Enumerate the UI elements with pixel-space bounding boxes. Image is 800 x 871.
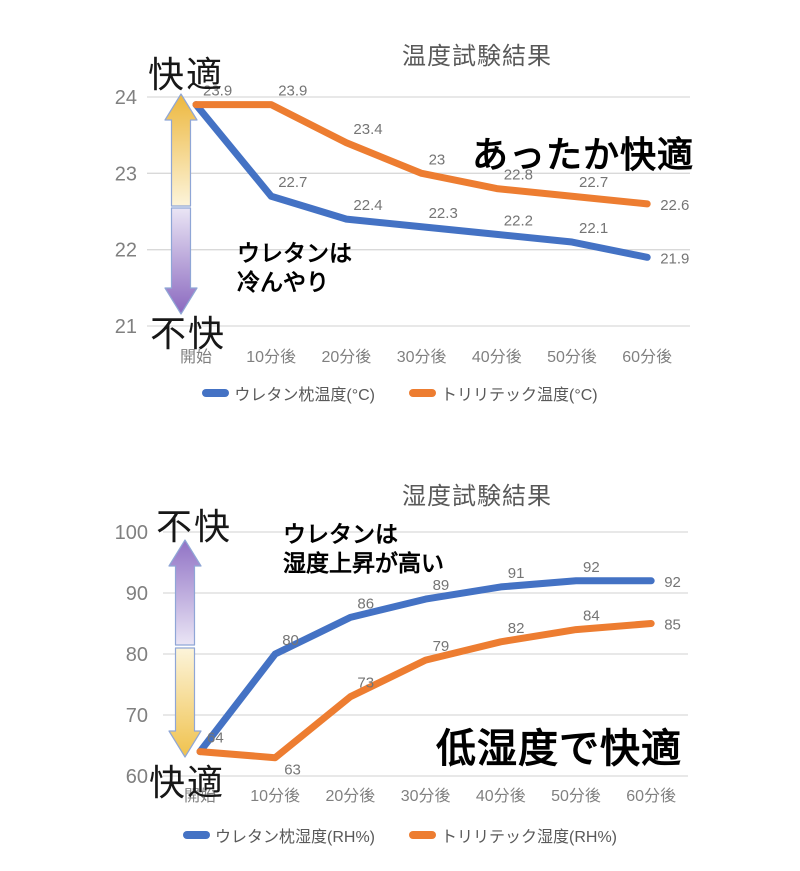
legend-item: ウレタン枕温度(°C) [202, 381, 375, 405]
series-line [196, 620, 655, 762]
data-point-label: 22.1 [579, 220, 608, 237]
legend-item: トリリテック温度(°C) [409, 381, 598, 405]
x-axis-label: 40分後 [472, 348, 522, 366]
data-point-label: 22.7 [278, 174, 307, 191]
data-point-label: 73 [357, 675, 374, 692]
data-point-label: 22.4 [353, 197, 382, 214]
data-point-label: 64 [207, 730, 224, 747]
y-tick-label: 22 [115, 240, 137, 262]
series-label: トリリテック湿度(RH%) [441, 829, 617, 846]
humidity-chart: 100 90 80 70 60 80 86 89 91 92 92 64 63 73 79 82 84 85 開始 1… [0, 436, 800, 871]
comfort-label-bottom: 不快 [150, 313, 227, 354]
comfort-arrow-up-icon [168, 539, 202, 646]
data-point-label: 92 [664, 574, 681, 591]
y-tick-label: 23 [115, 163, 137, 185]
series-swatch-icon [202, 389, 230, 397]
series-swatch-icon [409, 831, 436, 839]
comfort-arrow-up-icon [164, 93, 198, 207]
y-tick-label: 60 [126, 766, 148, 788]
data-point-label: 86 [357, 595, 374, 612]
note-annotation: ウレタンは 湿度上昇が高い [283, 521, 444, 577]
x-axis-label: 20分後 [325, 787, 375, 805]
x-axis-label: 20分後 [321, 348, 371, 366]
y-tick-label: 80 [126, 644, 148, 666]
data-point-label: 22.8 [504, 167, 533, 184]
data-point-label: 22.3 [429, 205, 458, 222]
y-tick-label: 100 [115, 522, 148, 544]
y-tick-label: 90 [126, 583, 148, 605]
x-axis-label: 40分後 [476, 787, 526, 805]
data-point-label: 79 [433, 638, 450, 655]
data-point-label: 63 [284, 762, 301, 779]
x-axis-label: 開始 [184, 787, 216, 805]
data-point-label: 92 [583, 559, 600, 576]
data-point-label: 82 [508, 620, 525, 637]
legend-item: トリリテック湿度(RH%) [409, 823, 617, 847]
data-point-label: 89 [433, 577, 450, 594]
series-line [192, 101, 651, 261]
note-annotation: ウレタンは 冷んやり [237, 240, 352, 296]
comfort-arrow-down-icon [168, 647, 202, 758]
x-axis-label: 60分後 [622, 348, 672, 366]
headline-annotation: 低湿度で快適 [436, 727, 682, 771]
legend: ウレタン枕湿度(RH%) トリリテック湿度(RH%) [0, 823, 800, 847]
data-point-label: 22.7 [579, 174, 608, 191]
series-label: トリリテック温度(°C) [441, 387, 598, 404]
x-axis-label: 10分後 [250, 787, 300, 805]
legend: ウレタン枕温度(°C) トリリテック温度(°C) [0, 381, 800, 405]
comfort-label-top: 快適 [148, 54, 225, 95]
series-swatch-icon [183, 831, 210, 839]
x-axis-label: 開始 [180, 348, 212, 366]
x-axis-label: 50分後 [547, 348, 597, 366]
x-axis-label: 30分後 [401, 787, 451, 805]
temperature-plot-canvas: 24 23 22 21 22.7 22.4 22.3 22.2 22.1 21.9 23.9 23.9… [115, 83, 690, 366]
data-point-label: 22.2 [504, 212, 533, 229]
series-label: ウレタン枕湿度(RH%) [215, 829, 375, 846]
x-axis-label: 10分後 [246, 348, 296, 366]
data-point-label: 23 [429, 151, 446, 168]
series-line [196, 577, 655, 756]
data-point-label: 84 [583, 608, 600, 625]
data-point-label: 85 [664, 617, 681, 634]
x-axis-label: 50分後 [551, 787, 601, 805]
humidity-plot-canvas: 100 90 80 70 60 80 86 89 91 92 92 64 63 73 79 82 84 85 開始 1… [115, 522, 688, 805]
y-tick-label: 24 [115, 87, 137, 109]
data-point-label: 23.4 [353, 121, 382, 138]
series-swatch-icon [409, 389, 436, 397]
headline-annotation: あったか快適 [472, 134, 695, 175]
series-line [192, 101, 651, 208]
comfort-label-top: 不快 [156, 506, 233, 547]
x-axis-label: 30分後 [397, 348, 447, 366]
chart-title: 温度試験結果 [402, 43, 552, 70]
data-point-label: 23.9 [278, 83, 307, 100]
data-point-label: 23.9 [203, 83, 232, 100]
y-tick-label: 70 [126, 705, 148, 727]
data-point-label: 21.9 [660, 250, 689, 267]
comfort-label-bottom: 快適 [149, 762, 226, 803]
series-label: ウレタン枕温度(°C) [234, 387, 375, 404]
y-tick-label: 21 [115, 316, 137, 338]
legend-item: ウレタン枕湿度(RH%) [183, 823, 375, 847]
data-point-label: 91 [508, 565, 525, 582]
chart-title: 湿度試験結果 [402, 483, 552, 510]
temperature-chart: 24 23 22 21 22.7 22.4 22.3 22.2 22.1 21.9 23.9 23.9… [0, 43, 800, 405]
comfort-arrow-down-icon [164, 207, 198, 315]
data-point-label: 80 [282, 632, 299, 649]
x-axis-label: 60分後 [626, 787, 676, 805]
data-point-label: 22.6 [660, 197, 689, 214]
